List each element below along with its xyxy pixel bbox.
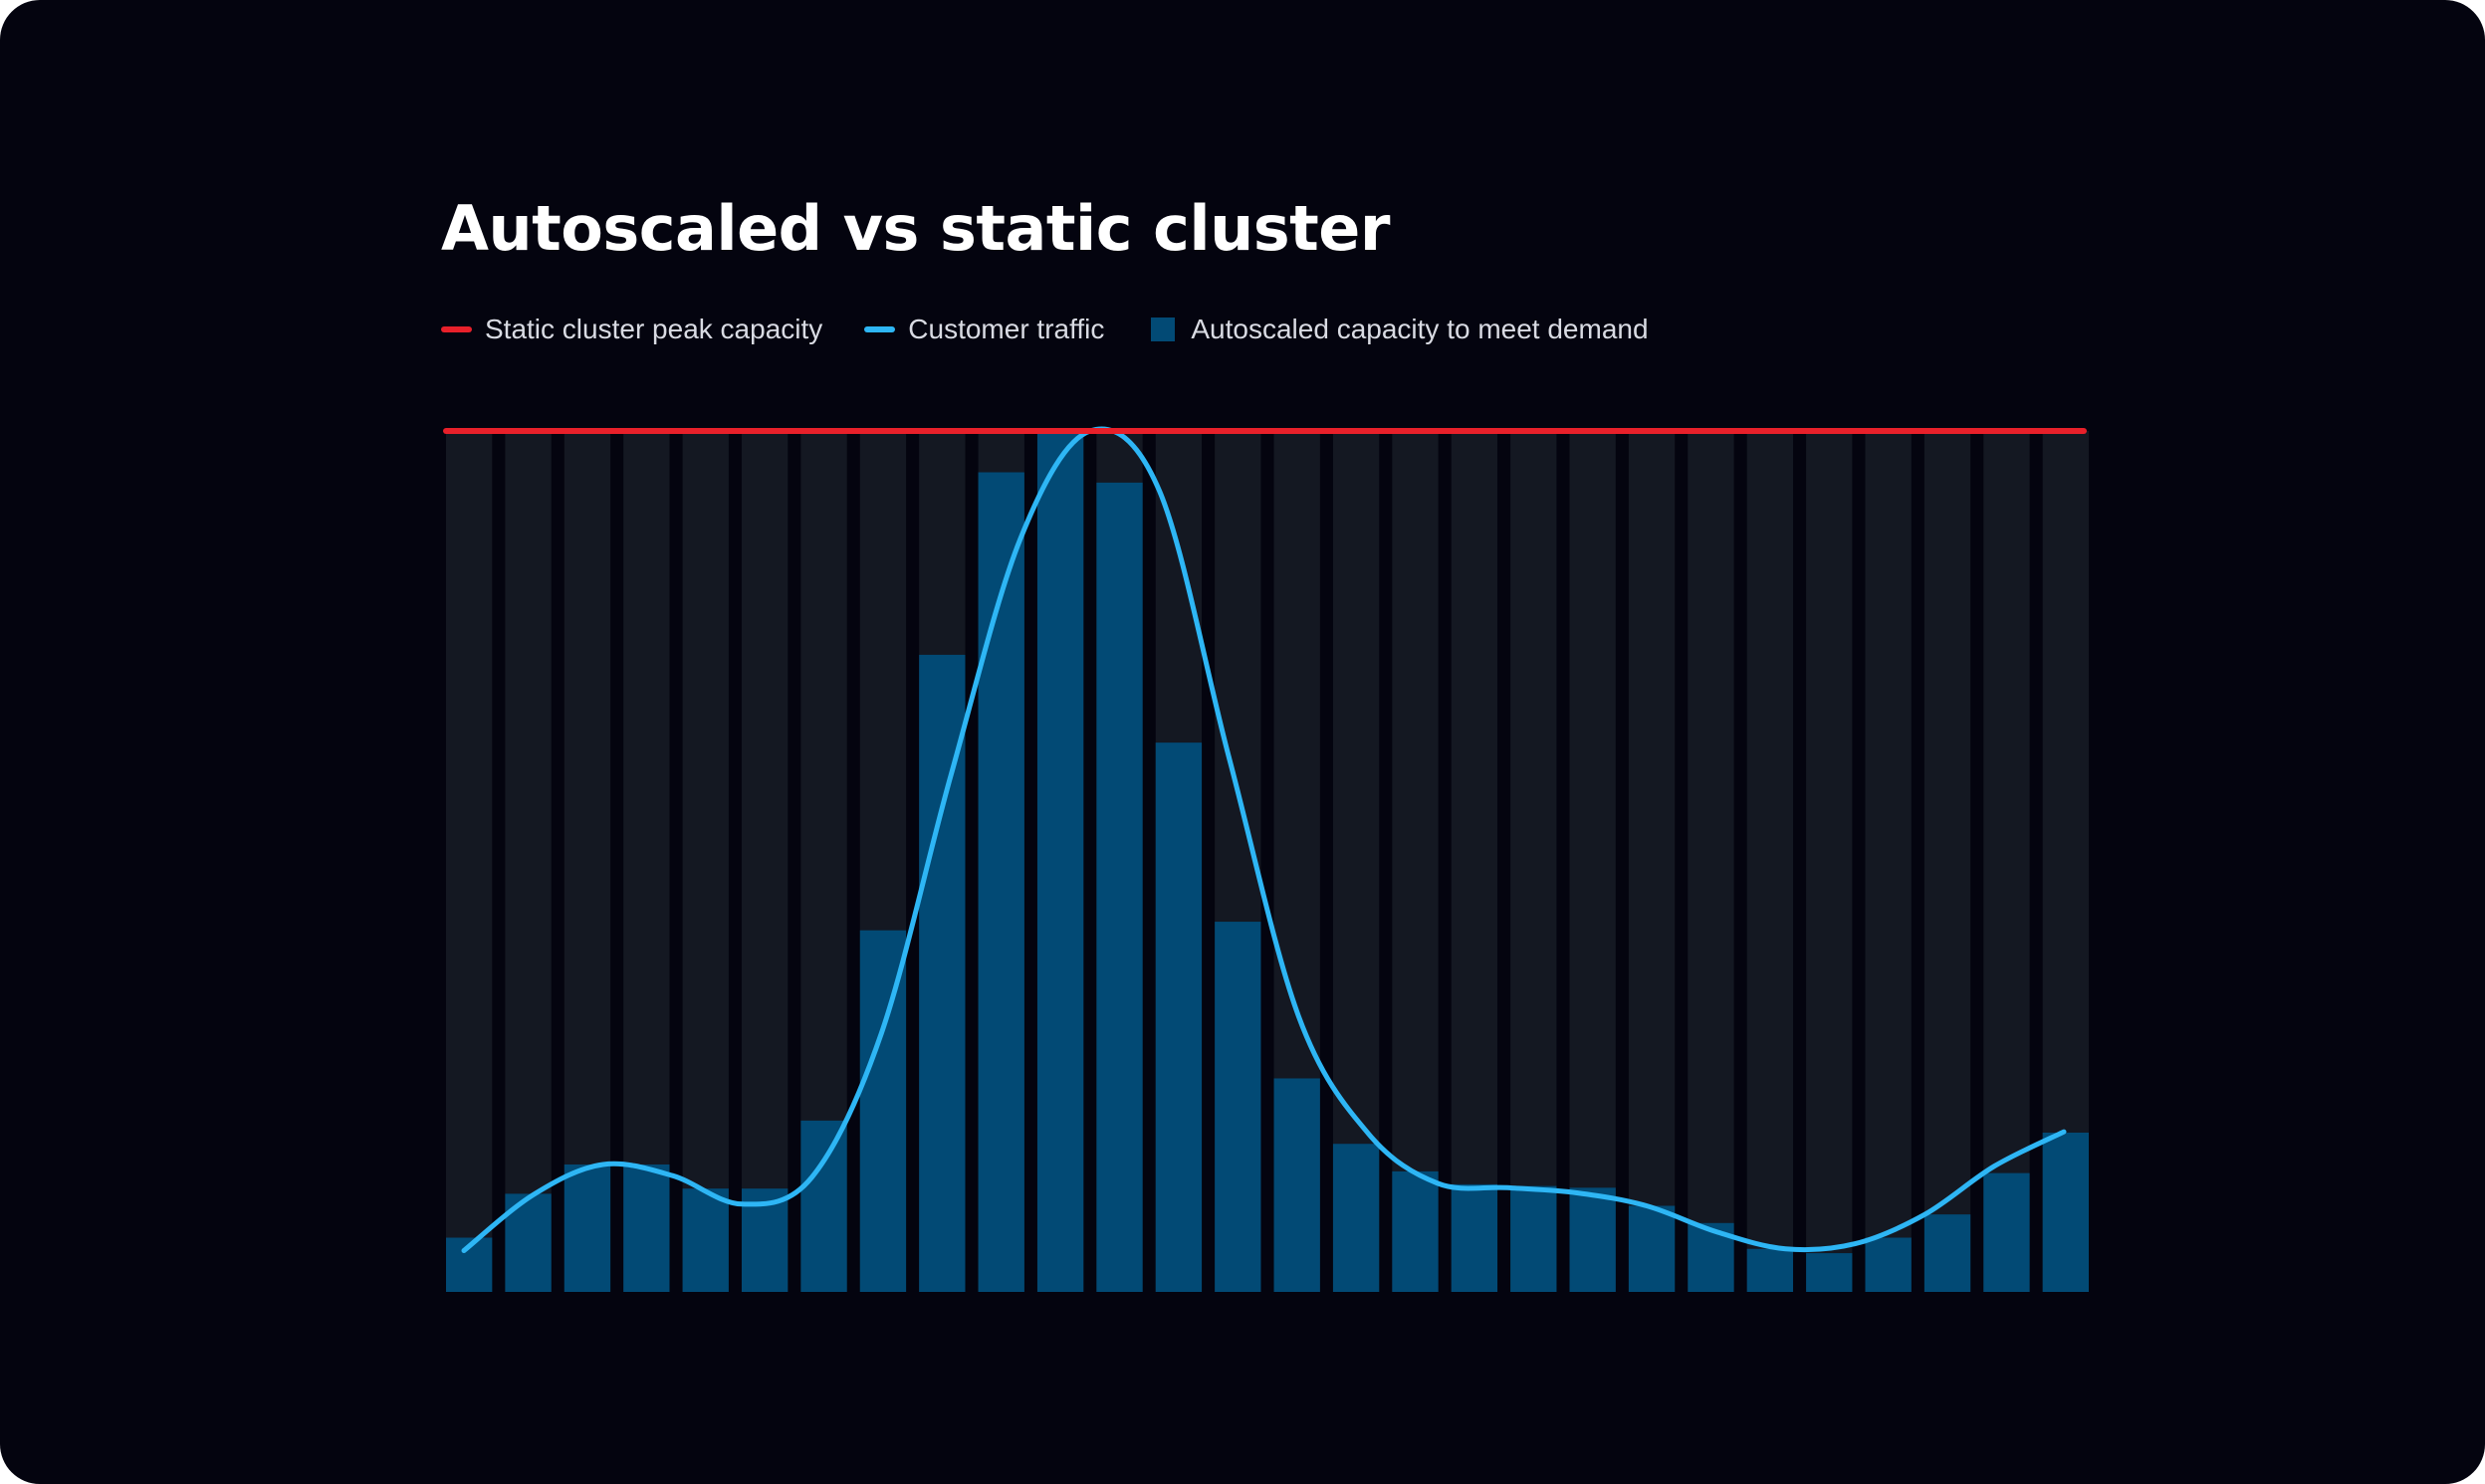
capacity-slot <box>1983 431 2030 1292</box>
capacity-slot <box>1806 431 1853 1292</box>
capacity-slot <box>1628 431 1676 1292</box>
autoscaled-bar <box>1628 1205 1676 1292</box>
capacity-slot <box>1451 431 1498 1292</box>
capacity-slot <box>505 431 552 1292</box>
legend-static-label: Static cluster peak capacity <box>485 314 823 344</box>
autoscaled-bar <box>859 930 907 1292</box>
capacity-slot <box>1569 431 1616 1292</box>
autoscaled-bar <box>1155 742 1203 1292</box>
autoscaled-bar <box>1983 1172 2030 1292</box>
legend-autoscaled-swatch <box>1151 318 1176 341</box>
autoscaled-bar <box>623 1164 670 1292</box>
autoscaled-bar <box>919 654 966 1292</box>
autoscaled-bar <box>1806 1253 1853 1292</box>
legend-item-autoscaled: Autoscaled capacity to meet demand <box>1146 314 1649 345</box>
capacity-slot <box>1865 431 1912 1292</box>
capacity-slot <box>1923 431 1971 1292</box>
autoscaled-bar <box>1273 1078 1320 1292</box>
legend-item-static: Static cluster peak capacity <box>441 314 822 345</box>
autoscaled-bar <box>1036 431 1084 1292</box>
capacity-slot <box>623 431 670 1292</box>
autoscaled-bar <box>1865 1237 1912 1292</box>
customer-traffic-line <box>461 426 2067 1253</box>
chart-title: Autoscaled vs static cluster <box>441 192 1390 265</box>
legend-traffic-swatch <box>864 326 896 332</box>
autoscaled-bar <box>1569 1187 1616 1292</box>
legend: Static cluster peak capacity Customer tr… <box>441 310 1691 349</box>
autoscaled-bar <box>1746 1248 1794 1292</box>
capacity-slot <box>1688 431 1734 1292</box>
autoscaled-bar <box>1510 1185 1557 1292</box>
capacity-slot <box>1392 431 1439 1292</box>
capacity-slot <box>1746 431 1794 1292</box>
capacity-slot <box>682 431 729 1292</box>
capacity-slot <box>446 431 493 1292</box>
autoscaled-bar <box>1923 1214 1971 1292</box>
autoscaled-bar <box>978 472 1024 1292</box>
legend-traffic-label: Customer traffic <box>908 314 1105 344</box>
autoscaled-bar <box>682 1188 729 1292</box>
autoscaled-bar <box>1451 1183 1498 1292</box>
autoscaled-bar <box>800 1120 847 1292</box>
autoscaled-bar <box>1332 1144 1380 1292</box>
legend-static-swatch <box>441 326 472 332</box>
legend-item-traffic: Customer traffic <box>864 314 1104 345</box>
legend-autoscaled-label: Autoscaled capacity to meet demand <box>1191 314 1649 344</box>
capacity-slot <box>564 431 611 1292</box>
autoscaled-bar <box>1215 922 1261 1292</box>
autoscaled-bar <box>564 1164 611 1292</box>
autoscaled-bar <box>2042 1132 2089 1292</box>
autoscaled-bar <box>1096 482 1143 1292</box>
capacity-slot <box>1510 431 1557 1292</box>
autoscaled-bar <box>1392 1170 1439 1292</box>
capacity-slot <box>741 431 789 1292</box>
